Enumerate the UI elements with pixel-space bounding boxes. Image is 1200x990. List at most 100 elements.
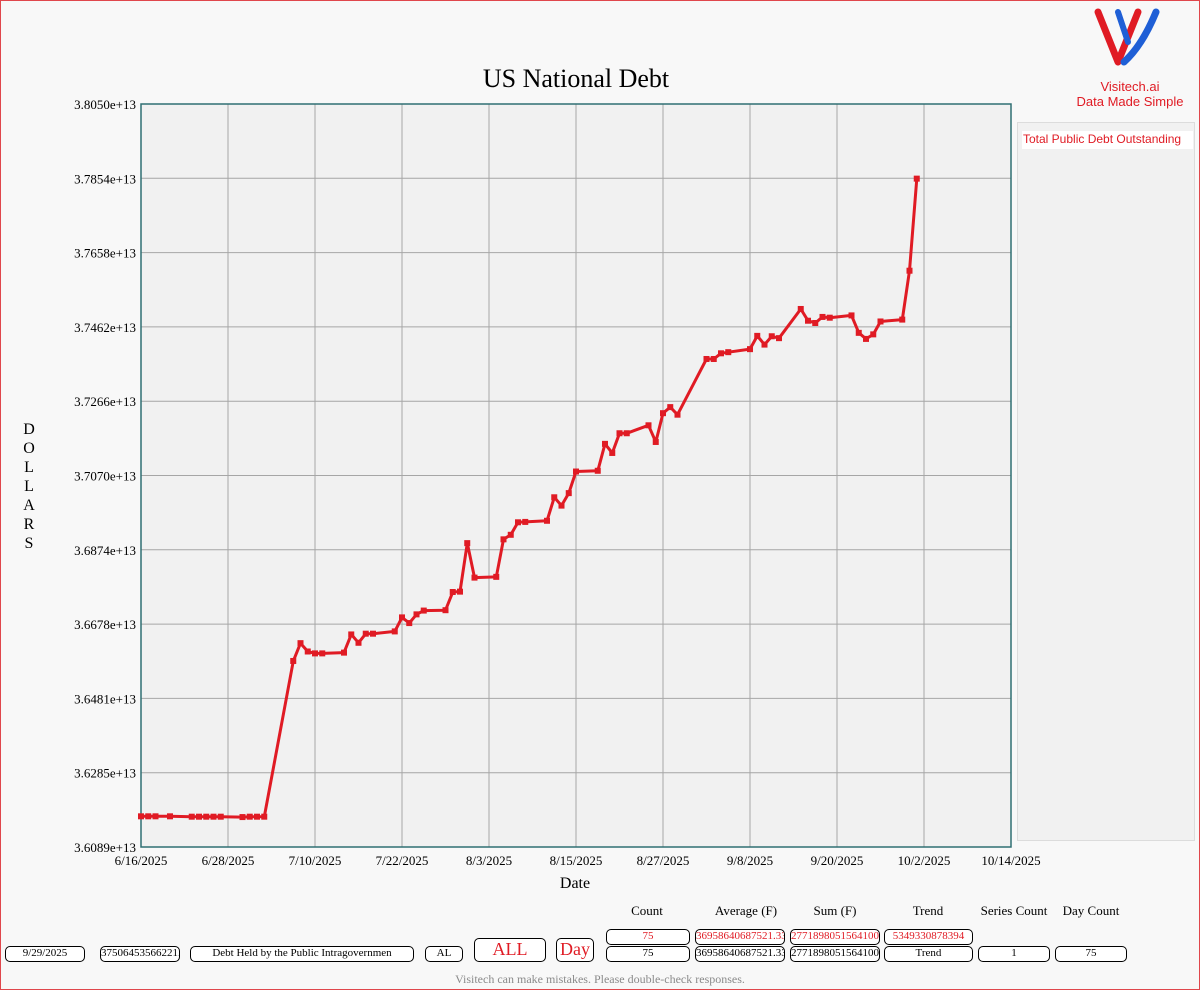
data-point	[261, 813, 268, 820]
data-point	[464, 540, 471, 547]
data-point	[819, 313, 826, 320]
y-tick-label: 3.6678e+13	[74, 617, 136, 632]
stat-sum: 2771898051564100	[790, 946, 880, 962]
data-point	[297, 640, 304, 647]
data-point	[558, 502, 565, 509]
data-point	[319, 650, 326, 657]
y-tick-label: 3.7070e+13	[74, 469, 136, 484]
all-button[interactable]: ALL	[474, 938, 546, 962]
data-point	[776, 335, 782, 342]
data-point	[362, 630, 369, 637]
y-axis-label-letter: O	[23, 440, 35, 457]
y-axis-label-letter: L	[24, 459, 34, 476]
x-tick-label: 9/8/2025	[727, 853, 773, 868]
stat-series-count: 1	[978, 946, 1050, 962]
x-tick-label: 10/14/2025	[981, 853, 1040, 868]
data-point	[442, 607, 449, 614]
data-point	[420, 607, 427, 614]
data-point	[399, 614, 405, 621]
x-tick-label: 7/22/2025	[376, 853, 429, 868]
data-point	[725, 349, 732, 356]
stat-trend-filtered: 5349330878394	[884, 929, 973, 945]
data-point	[515, 519, 521, 526]
visitech-logo	[1094, 8, 1160, 66]
data-point	[203, 813, 210, 820]
data-point	[761, 341, 768, 348]
data-point	[544, 517, 550, 524]
data-point	[797, 305, 804, 312]
x-tick-label: 7/10/2025	[289, 853, 342, 868]
data-point	[623, 430, 630, 437]
y-tick-label: 3.7854e+13	[74, 171, 136, 186]
x-tick-label: 10/2/2025	[898, 853, 951, 868]
brand-name: Visitech.ai	[1100, 79, 1160, 94]
data-point	[507, 531, 514, 538]
data-point	[196, 813, 202, 820]
data-point	[493, 573, 500, 580]
x-tick-label: 8/15/2025	[550, 853, 603, 868]
legend-item-total-public-debt[interactable]: Total Public Debt Outstanding	[1022, 131, 1193, 149]
data-point	[855, 329, 862, 336]
data-point	[370, 630, 376, 637]
data-point	[667, 404, 674, 411]
y-tick-label: 3.6285e+13	[74, 766, 136, 781]
data-point	[449, 589, 456, 596]
x-tick-label: 8/3/2025	[466, 853, 512, 868]
amount-field[interactable]: 37506453566221.2	[100, 946, 180, 962]
stat-day-count: 75	[1055, 946, 1127, 962]
data-point	[718, 350, 724, 357]
y-tick-label: 3.8050e+13	[74, 97, 136, 112]
data-point	[210, 813, 217, 820]
series-field[interactable]: Debt Held by the Public Intragovernmen	[190, 946, 414, 962]
data-point	[406, 620, 413, 627]
header-trend: Trend	[912, 903, 944, 918]
day-button[interactable]: Day	[556, 938, 594, 962]
brand-tagline: Data Made Simple	[1076, 94, 1184, 109]
y-tick-label: 3.7658e+13	[74, 246, 136, 261]
data-point	[609, 449, 616, 456]
data-point	[754, 332, 761, 339]
data-point	[167, 813, 173, 820]
y-axis-label-letter: A	[23, 497, 35, 514]
data-point	[768, 333, 775, 340]
data-point	[660, 410, 666, 417]
header-average: Average (F)	[714, 903, 778, 918]
data-point	[217, 813, 224, 820]
data-point	[348, 631, 355, 638]
data-point	[500, 536, 507, 543]
data-point	[913, 175, 920, 182]
al-field[interactable]: AL	[425, 946, 463, 962]
data-point	[812, 319, 819, 326]
header-sum: Sum (F)	[813, 903, 857, 918]
data-point	[254, 813, 260, 820]
stat-count-filtered: 75	[606, 929, 690, 945]
x-axis-label: Date	[559, 875, 591, 892]
date-field[interactable]: 9/29/2025	[5, 946, 85, 962]
logo-text: Visitech.ai Data Made Simple	[1062, 79, 1198, 109]
legend-panel	[1017, 122, 1195, 841]
data-point	[616, 430, 623, 437]
data-point	[703, 355, 710, 362]
data-point	[391, 628, 398, 635]
data-point	[594, 467, 601, 474]
x-tick-label: 8/27/2025	[637, 853, 690, 868]
chart-title: US National Debt	[482, 64, 670, 93]
x-tick-label: 6/28/2025	[202, 853, 255, 868]
y-axis-label-letter: S	[24, 535, 34, 552]
data-point	[304, 648, 311, 655]
data-point	[188, 813, 195, 820]
y-tick-label: 3.7266e+13	[74, 394, 136, 409]
stat-sum-filtered: 2771898051564100	[790, 929, 880, 945]
data-point	[355, 639, 362, 646]
data-point	[290, 657, 297, 664]
y-tick-label: 3.6089e+13	[74, 840, 136, 855]
x-tick-label: 9/20/2025	[811, 853, 864, 868]
data-point	[457, 588, 463, 595]
stat-trend[interactable]: Trend	[884, 946, 973, 962]
y-tick-label: 3.6874e+13	[74, 543, 136, 558]
data-point	[906, 267, 913, 274]
data-point	[747, 346, 753, 353]
data-point	[602, 440, 608, 447]
header-count: Count	[631, 903, 663, 918]
data-point	[152, 813, 159, 820]
